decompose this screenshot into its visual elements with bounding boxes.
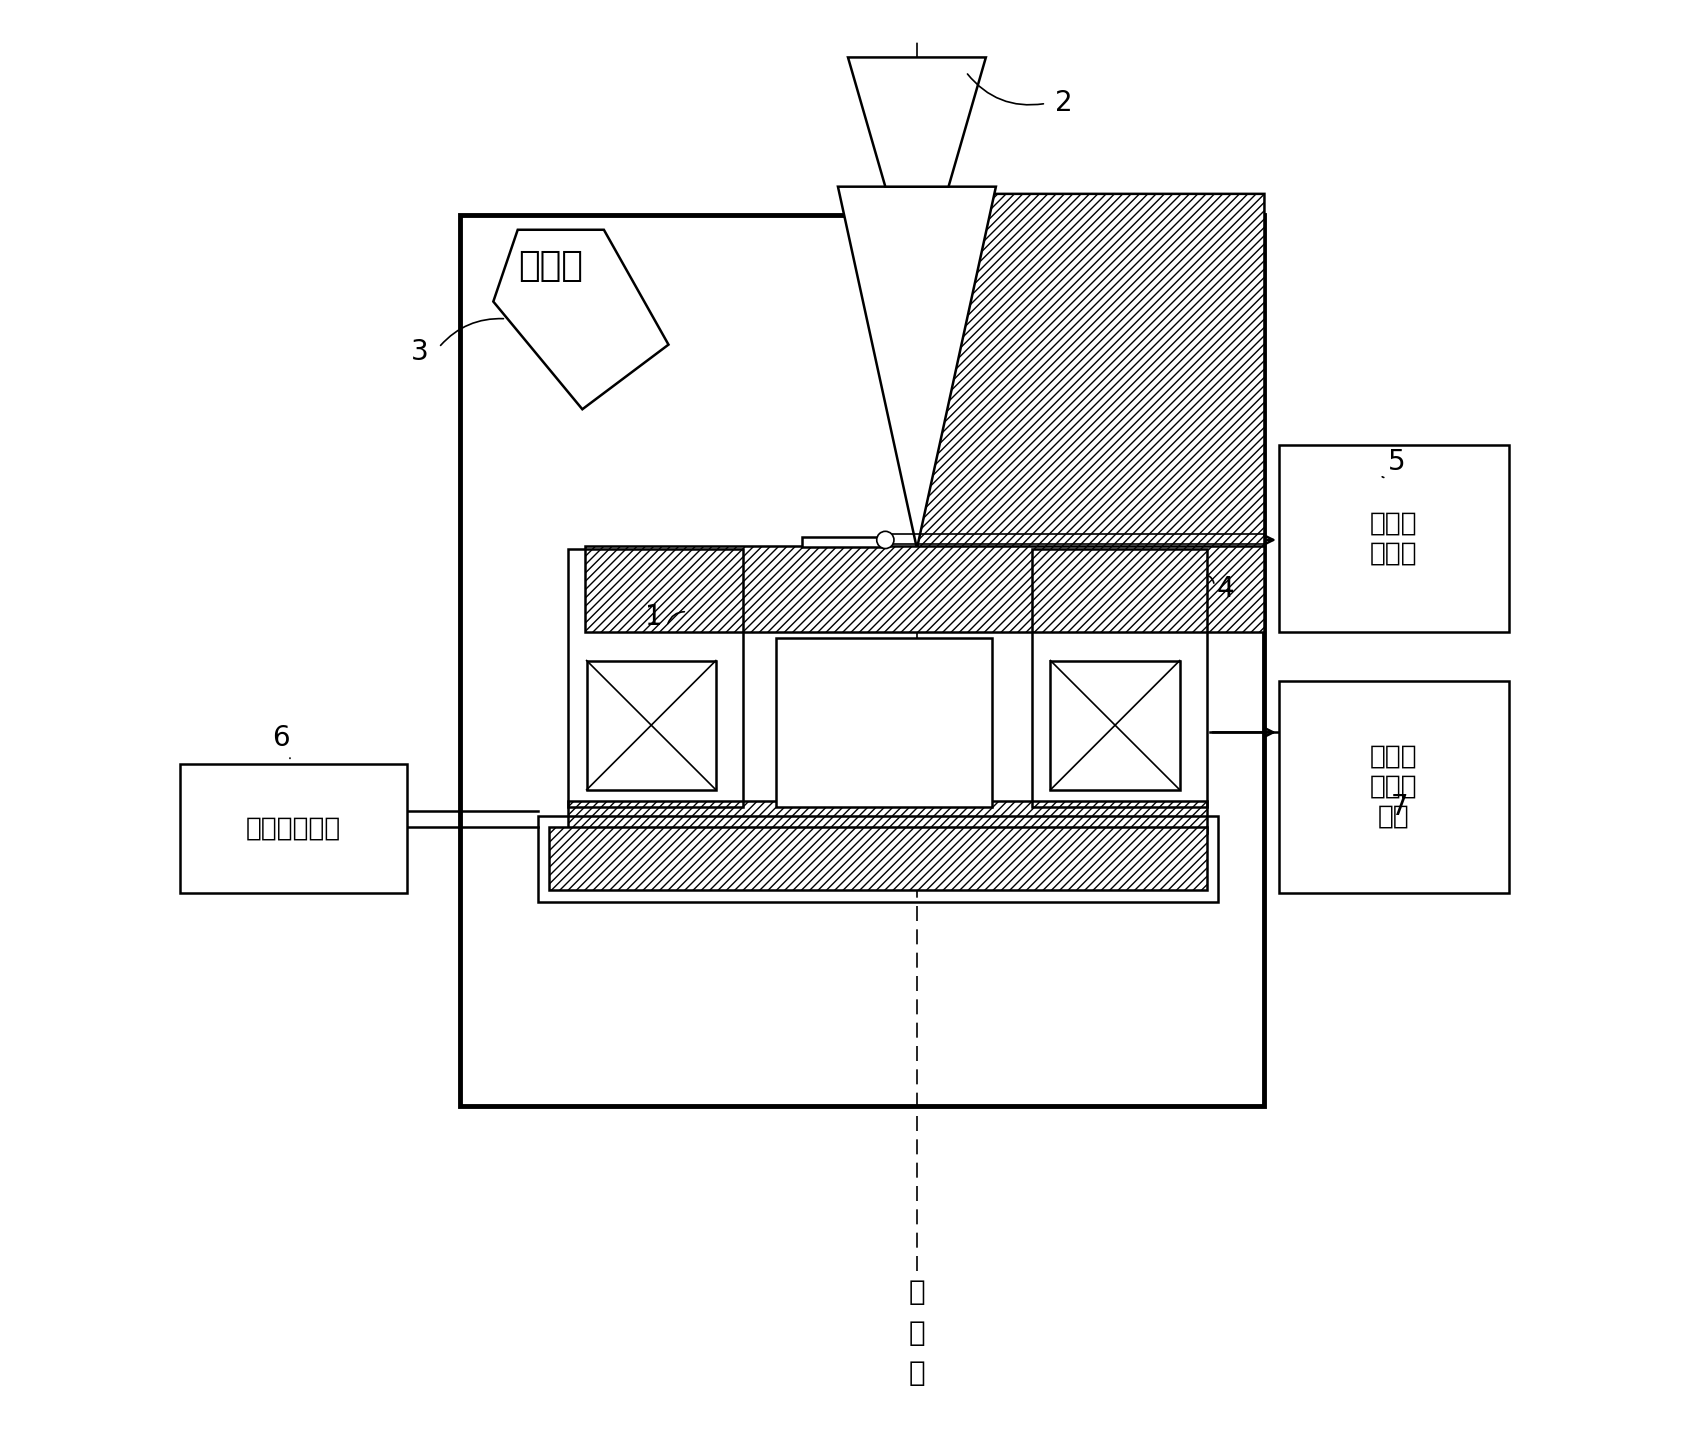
- Bar: [777, 638, 992, 807]
- Text: 5: 5: [1387, 448, 1406, 477]
- Bar: [538, 816, 1218, 902]
- Bar: [802, 537, 885, 547]
- Bar: [1031, 549, 1208, 807]
- Text: 液氮流
量调节
组件: 液氮流 量调节 组件: [1370, 744, 1418, 830]
- Circle shape: [877, 531, 894, 549]
- Polygon shape: [494, 230, 668, 409]
- Text: 心: 心: [909, 1318, 926, 1347]
- Bar: [460, 215, 1265, 1106]
- Text: 线: 线: [909, 1358, 926, 1387]
- Text: 中: 中: [909, 1278, 926, 1307]
- Bar: [1279, 681, 1508, 893]
- Text: 3: 3: [410, 337, 429, 366]
- Bar: [568, 801, 1208, 833]
- Text: 4: 4: [1216, 574, 1235, 603]
- Bar: [585, 546, 1265, 632]
- Bar: [550, 827, 1208, 890]
- Bar: [568, 549, 743, 807]
- Bar: [1279, 445, 1508, 632]
- Text: 6: 6: [271, 724, 290, 752]
- Text: 液氮冷却组件: 液氮冷却组件: [246, 816, 341, 841]
- Polygon shape: [838, 187, 996, 549]
- Text: 1: 1: [644, 603, 663, 632]
- Bar: [587, 661, 716, 790]
- Text: 测温控
制电路: 测温控 制电路: [1370, 511, 1418, 566]
- Bar: [180, 764, 407, 893]
- Text: 2: 2: [1055, 89, 1072, 118]
- Bar: [1050, 661, 1180, 790]
- Polygon shape: [848, 57, 985, 187]
- Text: 真空室: 真空室: [517, 248, 583, 283]
- Text: 7: 7: [1391, 793, 1408, 821]
- Polygon shape: [918, 194, 1265, 632]
